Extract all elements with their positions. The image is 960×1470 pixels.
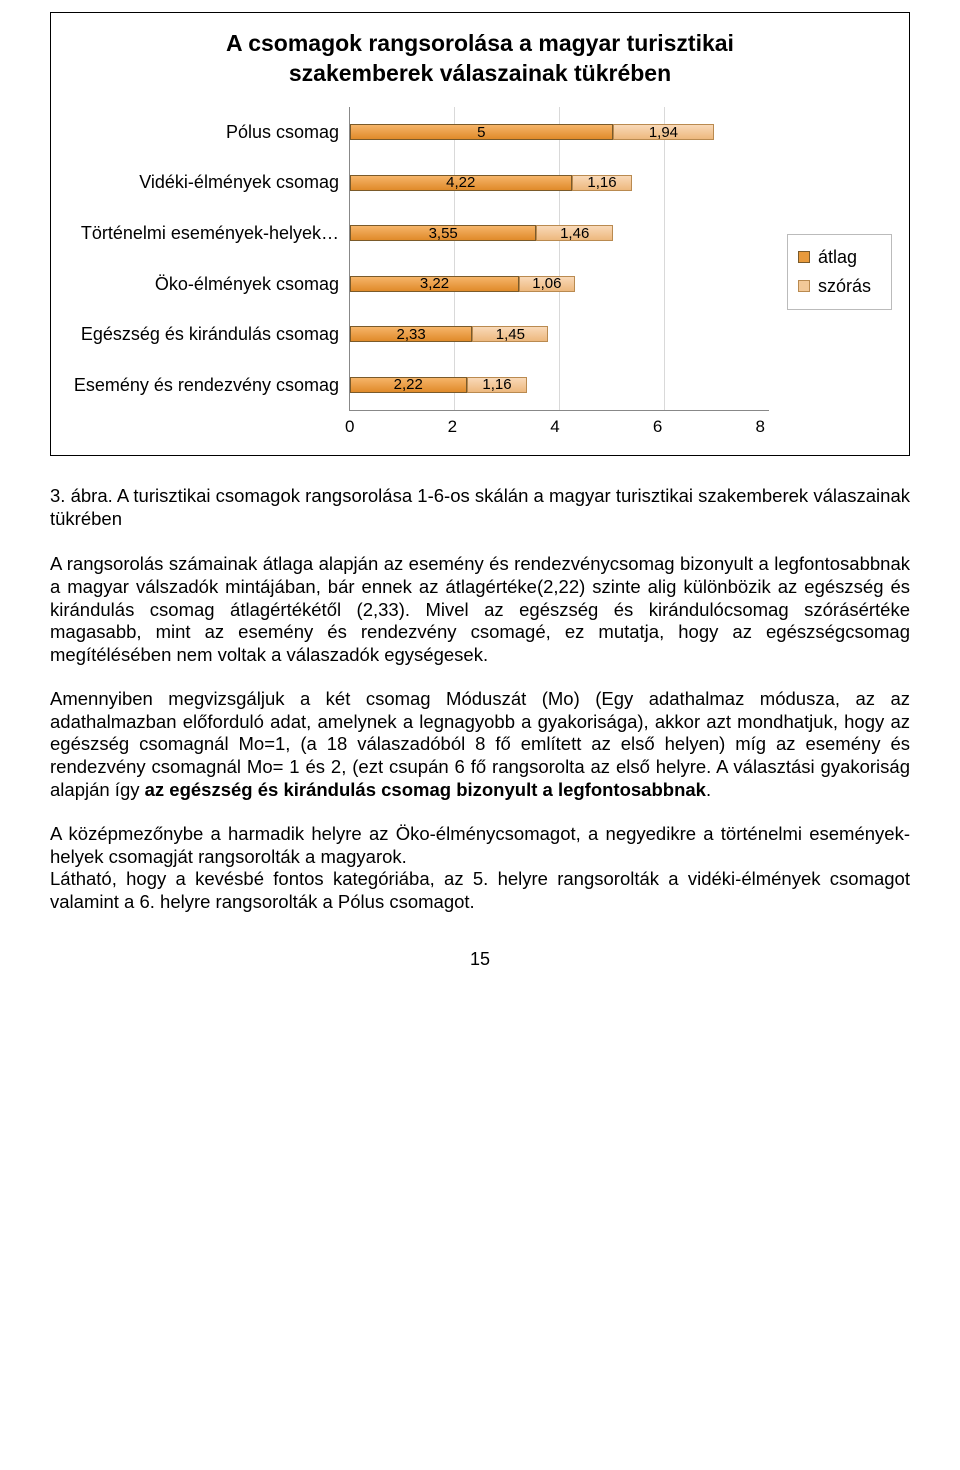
legend-item-avg: átlag	[798, 243, 881, 272]
para2-bold: az egészség és kirándulás csomag bizonyu…	[145, 779, 706, 800]
y-axis-labels: Pólus csomag Vidéki-élmények csomag Tört…	[59, 107, 349, 411]
legend-swatch-sd	[798, 280, 810, 292]
para1-text: A rangsorolás számainak átlaga alapján a…	[50, 553, 910, 664]
stacked-bar: 2,331,45	[350, 326, 769, 342]
bar-row: 51,94	[350, 124, 769, 140]
bar-segment-sd: 1,16	[467, 377, 528, 393]
chart-container: A csomagok rangsorolása a magyar turiszt…	[50, 12, 910, 456]
x-tick: 2	[448, 417, 457, 437]
legend-label-avg: átlag	[818, 247, 857, 268]
bar-segment-sd: 1,16	[572, 175, 633, 191]
chart-title-line1: A csomagok rangsorolása a magyar turiszt…	[226, 30, 734, 56]
x-axis-ticks: 0 2 4 6 8	[345, 411, 765, 437]
bar-segment-avg: 3,55	[350, 225, 536, 241]
stacked-bar: 2,221,16	[350, 377, 769, 393]
caption-and-para1: 3. ábra. A turisztikai csomagok rangsoro…	[50, 484, 910, 667]
x-tick: 0	[345, 417, 354, 437]
stacked-bar: 51,94	[350, 124, 769, 140]
legend-item-sd: szórás	[798, 272, 881, 301]
bar-row: 3,551,46	[350, 225, 769, 241]
chart-title-line2: szakemberek válaszainak tükrében	[289, 60, 671, 86]
bar-segment-sd: 1,94	[613, 124, 715, 140]
chart-body: Pólus csomag Vidéki-élmények csomag Tört…	[51, 107, 909, 437]
y-label: Vidéki-élmények csomag	[59, 172, 339, 193]
para4: Látható, hogy a kevésbé fontos kategóriá…	[50, 868, 910, 913]
legend: átlag szórás	[787, 234, 892, 310]
para2: Amennyiben megvizsgáljuk a két csomag Mó…	[50, 688, 910, 801]
y-label: Esemény és rendezvény csomag	[59, 375, 339, 396]
stacked-bar: 3,221,06	[350, 276, 769, 292]
x-tick: 8	[756, 417, 765, 437]
plot-area: 51,944,221,163,551,463,221,062,331,452,2…	[349, 107, 769, 411]
para3: A középmezőnybe a harmadik helyre az Öko…	[50, 823, 910, 868]
bar-segment-avg: 3,22	[350, 276, 519, 292]
x-tick: 4	[550, 417, 559, 437]
bar-segment-avg: 4,22	[350, 175, 572, 191]
gridlines	[350, 107, 769, 410]
stacked-bar: 3,551,46	[350, 225, 769, 241]
y-label: Öko-élmények csomag	[59, 274, 339, 295]
x-tick: 6	[653, 417, 662, 437]
page-number: 15	[50, 949, 910, 970]
chart-title: A csomagok rangsorolása a magyar turiszt…	[51, 23, 909, 107]
bar-row: 4,221,16	[350, 175, 769, 191]
bar-row: 2,331,45	[350, 326, 769, 342]
bar-segment-sd: 1,06	[519, 276, 575, 292]
bar-segment-sd: 1,46	[536, 225, 613, 241]
figure-caption: 3. ábra. A turisztikai csomagok rangsoro…	[50, 485, 910, 530]
plot-wrap: 51,944,221,163,551,463,221,062,331,452,2…	[349, 107, 769, 437]
stacked-bar: 4,221,16	[350, 175, 769, 191]
bar-segment-avg: 5	[350, 124, 613, 140]
legend-swatch-avg	[798, 251, 810, 263]
legend-label-sd: szórás	[818, 276, 871, 297]
y-label: Történelmi események-helyek…	[59, 223, 339, 244]
bar-segment-avg: 2,22	[350, 377, 467, 393]
y-label: Egészség és kirándulás csomag	[59, 324, 339, 345]
bar-row: 2,221,16	[350, 377, 769, 393]
bar-segment-avg: 2,33	[350, 326, 472, 342]
bar-segment-sd: 1,45	[472, 326, 548, 342]
para2-text-c: .	[706, 779, 711, 800]
y-label: Pólus csomag	[59, 122, 339, 143]
bar-row: 3,221,06	[350, 276, 769, 292]
